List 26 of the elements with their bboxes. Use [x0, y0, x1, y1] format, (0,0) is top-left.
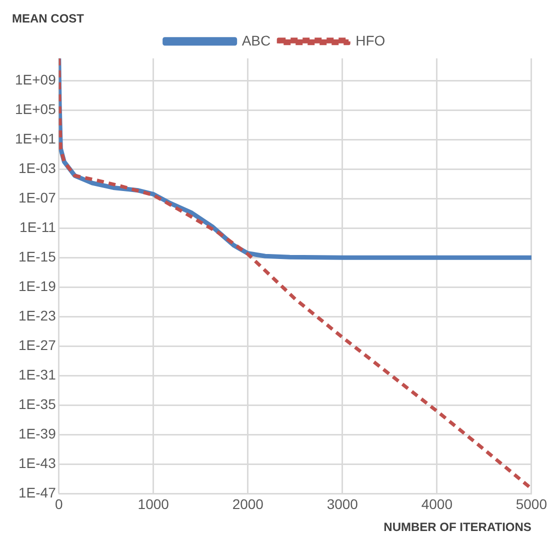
y-tick-label: 1E-19 — [18, 278, 56, 294]
y-tick-label: 1E-23 — [18, 308, 56, 324]
y-tick-label: 1E-35 — [18, 396, 56, 412]
x-tick-label: 5000 — [516, 496, 548, 512]
x-tick-label: 4000 — [421, 496, 453, 512]
x-tick-label: 3000 — [326, 496, 358, 512]
x-tick-label: 0 — [54, 496, 63, 512]
x-tick-label: 2000 — [232, 496, 264, 512]
y-tick-label: 1E-47 — [18, 484, 56, 501]
y-tick-label: 1E-39 — [18, 426, 56, 442]
y-tick-label: 1E-03 — [18, 160, 56, 176]
y-tick-label: 1E-11 — [20, 218, 56, 235]
y-tick-label: 1E-07 — [18, 189, 56, 206]
y-tick-label: 1E-31 — [18, 366, 56, 383]
y-axis-title: MEAN COST — [12, 12, 85, 26]
legend-label: HFO — [356, 32, 386, 48]
line-series — [58, 58, 532, 490]
y-tick-label: 1E-27 — [18, 337, 56, 354]
y-tick-label: 1E-15 — [18, 248, 56, 265]
x-axis-title: NUMBER OF ITERATIONS — [384, 520, 532, 534]
legend-label: ABC — [242, 32, 271, 48]
y-tick-label: 1E+01 — [14, 130, 56, 146]
y-tick-label: 1E+05 — [14, 100, 56, 117]
x-tick-label: 1000 — [138, 496, 170, 512]
y-tick-label: 1E+09 — [14, 71, 56, 88]
y-tick-label: 1E-43 — [18, 455, 56, 472]
